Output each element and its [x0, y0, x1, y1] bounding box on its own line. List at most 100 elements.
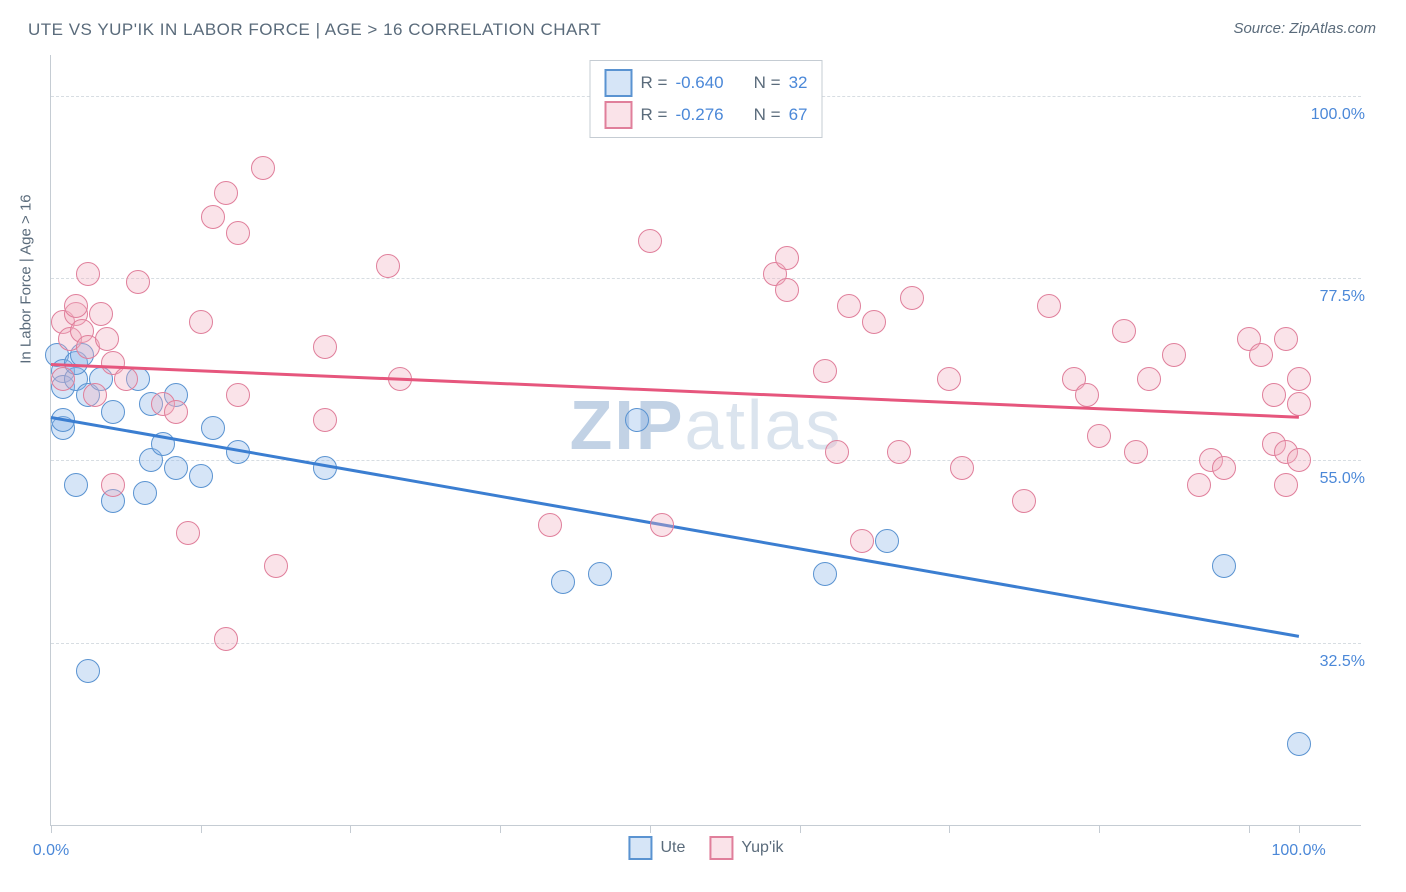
series-legend: Ute Yup'ik: [628, 836, 783, 860]
scatter-point: [1075, 383, 1099, 407]
scatter-point: [189, 310, 213, 334]
scatter-point: [214, 181, 238, 205]
scatter-point: [1274, 473, 1298, 497]
y-axis-title: In Labor Force | Age > 16: [18, 194, 35, 363]
x-tick: [1299, 825, 1300, 833]
legend-n-label: N =: [754, 105, 781, 125]
scatter-point: [862, 310, 886, 334]
scatter-point: [95, 327, 119, 351]
legend-r-label: R =: [641, 105, 668, 125]
scatter-point: [83, 383, 107, 407]
scatter-point: [1287, 367, 1311, 391]
scatter-point: [201, 416, 225, 440]
scatter-point: [64, 294, 88, 318]
scatter-point: [875, 529, 899, 553]
scatter-point: [76, 659, 100, 683]
legend-swatch: [709, 836, 733, 860]
scatter-point: [1249, 343, 1273, 367]
chart-title: UTE VS YUP'IK IN LABOR FORCE | AGE > 16 …: [28, 20, 601, 40]
scatter-point: [1212, 456, 1236, 480]
scatter-point: [551, 570, 575, 594]
legend-r-label: R =: [641, 73, 668, 93]
chart-container: UTE VS YUP'IK IN LABOR FORCE | AGE > 16 …: [0, 0, 1406, 892]
scatter-point: [825, 440, 849, 464]
scatter-point: [1287, 392, 1311, 416]
scatter-point: [1037, 294, 1061, 318]
scatter-point: [850, 529, 874, 553]
scatter-point: [538, 513, 562, 537]
legend-swatch: [628, 836, 652, 860]
series-legend-item: Yup'ik: [709, 836, 783, 860]
scatter-point: [1012, 489, 1036, 513]
scatter-point: [313, 456, 337, 480]
plot-area: In Labor Force | Age > 16 ZIPatlas 32.5%…: [50, 55, 1361, 826]
legend-row: R =-0.640N =32: [605, 67, 808, 99]
x-tick: [650, 825, 651, 833]
scatter-point: [638, 229, 662, 253]
scatter-point: [1287, 732, 1311, 756]
gridline: [51, 278, 1361, 279]
scatter-point: [1137, 367, 1161, 391]
scatter-point: [625, 408, 649, 432]
x-tick-label: 100.0%: [1271, 842, 1325, 860]
series-name: Ute: [660, 839, 685, 857]
x-tick: [500, 825, 501, 833]
x-tick: [1099, 825, 1100, 833]
scatter-point: [1162, 343, 1186, 367]
scatter-point: [89, 302, 113, 326]
scatter-point: [1124, 440, 1148, 464]
source-label: Source: ZipAtlas.com: [1233, 20, 1376, 37]
scatter-point: [813, 359, 837, 383]
x-tick: [1249, 825, 1250, 833]
scatter-point: [164, 400, 188, 424]
scatter-point: [101, 400, 125, 424]
legend-swatch: [605, 101, 633, 129]
scatter-point: [176, 521, 200, 545]
scatter-point: [837, 294, 861, 318]
y-tick-label: 32.5%: [1320, 653, 1365, 671]
scatter-point: [1187, 473, 1211, 497]
scatter-point: [201, 205, 225, 229]
scatter-point: [900, 286, 924, 310]
scatter-point: [1087, 424, 1111, 448]
x-tick: [201, 825, 202, 833]
x-tick: [949, 825, 950, 833]
trend-line: [51, 416, 1299, 637]
scatter-point: [226, 383, 250, 407]
scatter-point: [264, 554, 288, 578]
legend-row: R = -0.276 N = 67: [605, 99, 808, 131]
scatter-point: [813, 562, 837, 586]
scatter-point: [51, 367, 75, 391]
legend-n-label: N =: [754, 73, 781, 93]
legend-r-value: -0.276: [675, 105, 723, 125]
y-tick-label: 55.0%: [1320, 470, 1365, 488]
scatter-point: [114, 367, 138, 391]
scatter-point: [650, 513, 674, 537]
gridline: [51, 460, 1361, 461]
scatter-point: [376, 254, 400, 278]
scatter-point: [1212, 554, 1236, 578]
correlation-legend: R =-0.640N =32R =-0.276N =67: [590, 60, 823, 138]
gridline: [51, 643, 1361, 644]
scatter-point: [226, 221, 250, 245]
x-tick: [51, 825, 52, 833]
scatter-point: [775, 246, 799, 270]
legend-swatch: [605, 69, 633, 97]
scatter-point: [126, 270, 150, 294]
y-tick-label: 77.5%: [1320, 288, 1365, 306]
series-legend-item: Ute: [628, 836, 685, 860]
scatter-point: [1262, 383, 1286, 407]
scatter-point: [887, 440, 911, 464]
scatter-point: [1112, 319, 1136, 343]
legend-n-value: 67: [789, 105, 808, 125]
x-tick: [800, 825, 801, 833]
scatter-point: [1274, 327, 1298, 351]
scatter-point: [64, 473, 88, 497]
scatter-point: [76, 262, 100, 286]
scatter-point: [588, 562, 612, 586]
scatter-point: [164, 456, 188, 480]
scatter-point: [775, 278, 799, 302]
scatter-point: [251, 156, 275, 180]
scatter-point: [101, 473, 125, 497]
legend-n-value: 32: [789, 73, 808, 93]
